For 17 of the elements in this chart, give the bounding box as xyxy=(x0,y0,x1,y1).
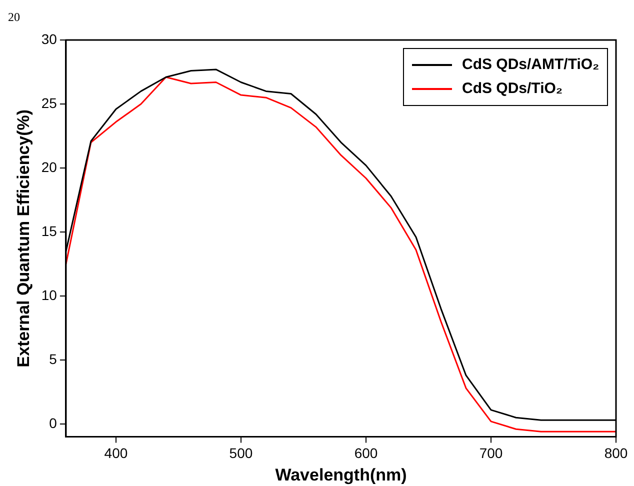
y-tick-label: 15 xyxy=(41,222,58,239)
text: 20 xyxy=(8,10,20,25)
y-axis-title: External Quantum Efficiency(%) xyxy=(14,109,33,368)
x-tick-label: 800 xyxy=(604,445,628,462)
legend-label: CdS QDs/TiO₂ xyxy=(462,79,563,99)
legend-label: CdS QDs/AMT/TiO₂ xyxy=(462,55,600,75)
y-tick-label: 30 xyxy=(41,30,58,47)
y-tick-label: 20 xyxy=(41,158,58,175)
x-tick-label: 700 xyxy=(479,445,503,462)
y-tick-label: 25 xyxy=(41,94,58,111)
x-axis-title: Wavelength(nm) xyxy=(275,465,407,484)
x-tick-label: 500 xyxy=(229,445,253,462)
y-tick-label: 0 xyxy=(49,414,58,431)
y-tick-label: 10 xyxy=(41,286,58,303)
x-tick-label: 400 xyxy=(104,445,128,462)
x-tick-label: 600 xyxy=(354,445,378,462)
y-tick-label: 5 xyxy=(49,350,58,367)
